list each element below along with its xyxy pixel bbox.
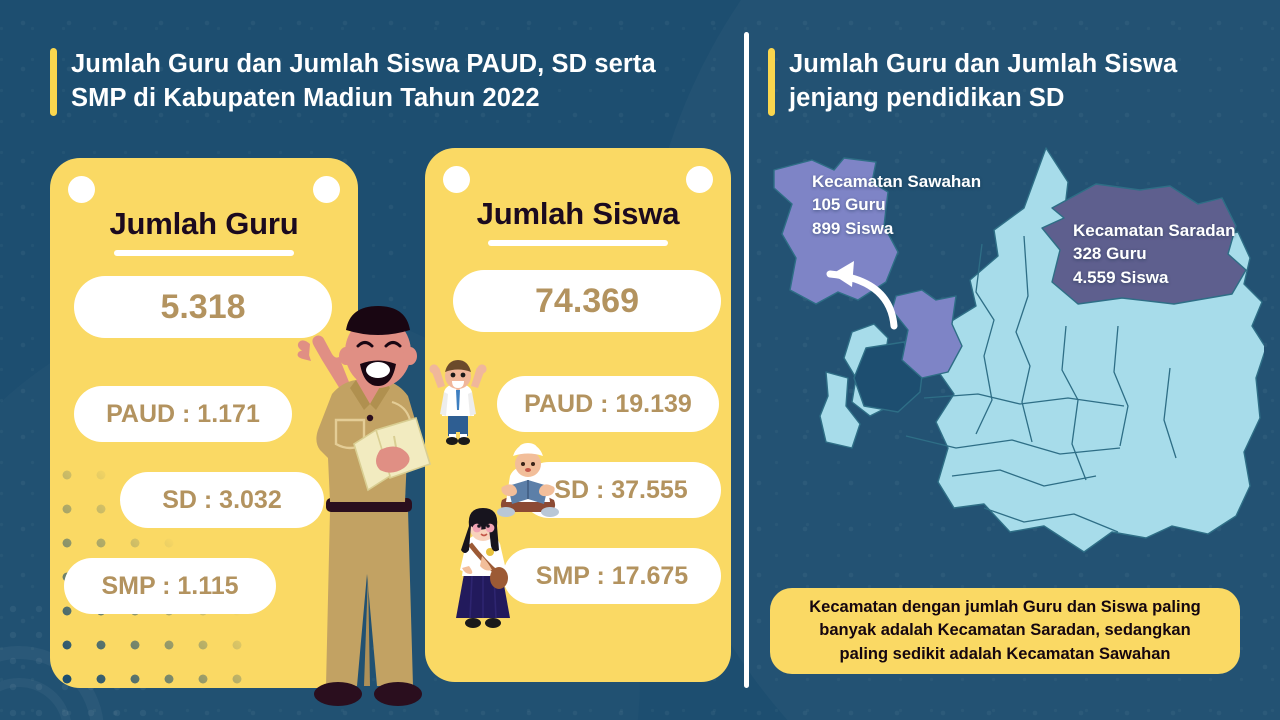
map-region-sawahan-inner — [891, 289, 963, 379]
jumlah-siswa-paud-pill: PAUD : 19.139 — [497, 376, 719, 432]
card-punch-hole-left — [68, 176, 95, 203]
right-panel-title-text: Jumlah Guru dan Jumlah Siswa jenjang pen… — [789, 50, 1178, 112]
teacher-illustration — [297, 306, 431, 706]
student-reading-illustration — [497, 443, 559, 517]
map-pointer-arrow-icon — [826, 261, 898, 330]
map-region-saradan — [1041, 183, 1247, 305]
card-punch-hole-right — [686, 166, 713, 193]
card-heading-underline — [114, 250, 294, 256]
jumlah-guru-heading: Jumlah Guru — [109, 206, 299, 241]
title-accent-bar — [50, 48, 57, 116]
jumlah-siswa-heading: Jumlah Siswa — [476, 196, 680, 231]
title-accent-bar — [768, 48, 775, 116]
student-girl-illustration — [456, 508, 510, 628]
jumlah-siswa-smp-pill: SMP : 17.675 — [503, 548, 721, 604]
map-summary-caption: Kecamatan dengan jumlah Guru dan Siswa p… — [770, 588, 1240, 674]
jumlah-guru-card: Jumlah Guru 5.318 PAUD : 1.171 SD : 3.03… — [50, 158, 358, 688]
left-panel-title-text: Jumlah Guru dan Jumlah Siswa PAUD, SD se… — [71, 50, 656, 112]
jumlah-guru-paud-pill: PAUD : 1.171 — [74, 386, 292, 442]
map-region-sawahan — [773, 157, 899, 305]
student-boy-illustration — [429, 360, 487, 445]
card-punch-hole-left — [443, 166, 470, 193]
panel-divider — [744, 32, 749, 688]
jumlah-guru-total-pill: 5.318 — [74, 276, 332, 338]
right-panel-title: Jumlah Guru dan Jumlah Siswa jenjang pen… — [768, 48, 1177, 116]
jumlah-guru-sd-pill: SD : 3.032 — [120, 472, 324, 528]
left-panel-title: Jumlah Guru dan Jumlah Siswa PAUD, SD se… — [50, 48, 656, 116]
card-heading-underline — [488, 240, 668, 246]
map-label-sawahan: Kecamatan Sawahan 105 Guru 899 Siswa — [812, 172, 982, 238]
jumlah-siswa-total-pill: 74.369 — [453, 270, 721, 332]
madiun-regency-map — [773, 147, 1264, 553]
card-punch-hole-right — [313, 176, 340, 203]
map-label-saradan: Kecamatan Saradan 328 Guru 4.559 Siswa — [1073, 221, 1236, 287]
jumlah-guru-smp-pill: SMP : 1.115 — [64, 558, 276, 614]
